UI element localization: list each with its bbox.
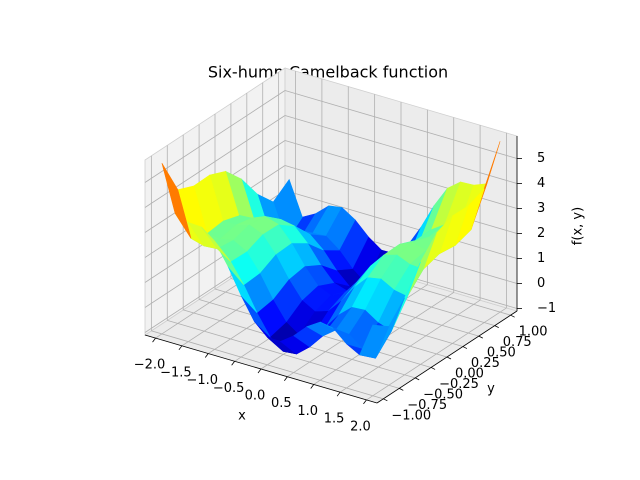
z-tick-label: 4: [537, 176, 545, 191]
grid-line: [284, 190, 518, 259]
y-tick: [510, 314, 515, 318]
x-tick: [284, 376, 288, 381]
grid-line: [284, 165, 518, 234]
y-tick: [383, 398, 388, 402]
x-tick-label: 1.5: [324, 412, 345, 427]
chart-title: Six-hump Camelback function: [208, 63, 448, 82]
x-axis-label: x: [238, 409, 246, 424]
x-tick-label: −2.0: [134, 358, 166, 373]
z-tick-label: 1: [537, 251, 545, 266]
y-tick: [494, 325, 499, 328]
grid-line: [144, 115, 286, 208]
grid-line: [284, 90, 518, 159]
surface-patch: [359, 324, 390, 359]
y-tick-label: −0.75: [407, 398, 447, 413]
x-tick-label: 0.5: [271, 396, 292, 411]
x-tick: [204, 353, 209, 358]
surface-patch: [161, 163, 192, 239]
y-tick-label: 0.75: [503, 335, 532, 350]
x-tick: [178, 345, 183, 351]
y-tick-label: 1.00: [519, 325, 548, 340]
x-tick-label: 0.0: [245, 389, 266, 404]
x-tick: [336, 391, 341, 397]
y-tick-label: 0.50: [487, 346, 516, 361]
y-tick: [399, 388, 404, 391]
x-tick-label: −0.5: [213, 381, 245, 396]
x-tick: [152, 337, 156, 343]
z-tick-label: 3: [537, 201, 545, 216]
grid-line: [151, 330, 384, 400]
x-tick: [231, 361, 235, 366]
y-tick: [462, 346, 468, 349]
x-axis-line: [144, 334, 378, 404]
x-tick-label: 1.0: [297, 404, 318, 419]
z-tick-label: 0: [537, 276, 545, 291]
grid-line: [167, 319, 400, 389]
y-tick: [430, 367, 436, 370]
z-axis-label: f(x, y): [571, 207, 586, 245]
x-tick: [363, 399, 367, 405]
grid-line: [144, 90, 286, 183]
z-tick-label: −1: [537, 301, 556, 316]
x-tick-label: −1.0: [186, 373, 218, 388]
surface-patch: [201, 226, 231, 262]
z-tick-label: 5: [537, 151, 545, 166]
y-tick: [478, 335, 483, 339]
y-tick-label: 0.00: [455, 367, 484, 382]
y-axis-label: y: [487, 382, 495, 397]
x-tick: [310, 384, 315, 389]
x-tick-label: −1.5: [160, 365, 192, 380]
y-tick: [415, 377, 420, 381]
z-tick-label: 2: [537, 226, 545, 241]
grid-line: [284, 115, 518, 184]
x-tick: [257, 368, 262, 374]
y-axis-line: [376, 310, 518, 404]
y-tick-label: −0.25: [439, 377, 479, 392]
y-tick-label: 0.25: [471, 356, 500, 371]
y-tick-label: −0.50: [423, 387, 463, 402]
y-tick: [446, 356, 452, 360]
x-tick-label: 2.0: [350, 419, 371, 434]
y-tick-label: −1.00: [391, 408, 431, 423]
